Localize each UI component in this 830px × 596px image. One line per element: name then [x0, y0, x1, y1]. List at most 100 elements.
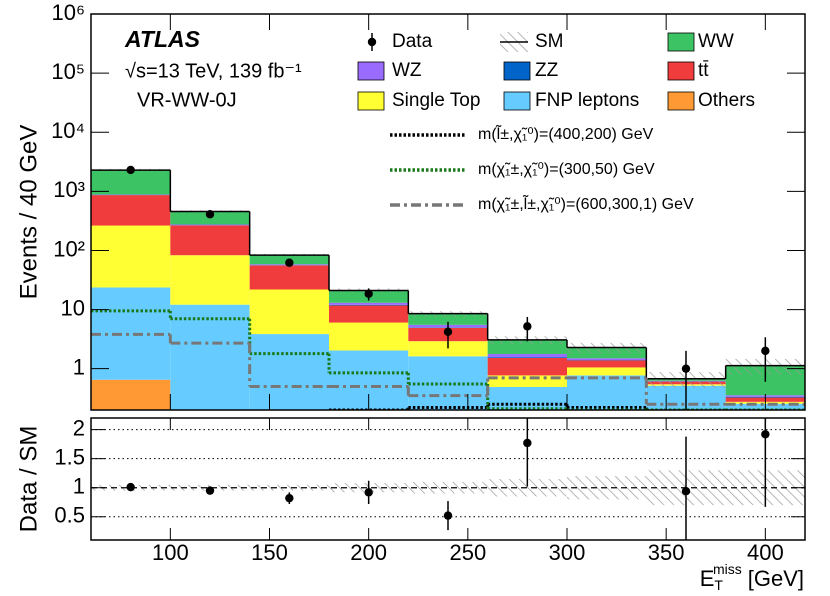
- legend-label: Data: [392, 31, 433, 52]
- legend-label: m(χ̃₁±,l̃±,χ̃₁⁰)=(600,300,1) GeV: [478, 193, 694, 213]
- stack-bar: [567, 375, 647, 410]
- stack-bar: [91, 170, 171, 195]
- stack-bar: [487, 357, 567, 376]
- stack-bar: [567, 358, 647, 361]
- legend-label: tt̄: [698, 60, 709, 81]
- x-label-base: E: [700, 566, 715, 591]
- x-tick-label: 150: [251, 540, 288, 565]
- y-tick-label: 10³: [53, 177, 85, 202]
- stack-bar: [170, 304, 250, 410]
- legend-swatch: [357, 91, 385, 111]
- main-frame: [90, 13, 806, 411]
- ratio-point: [681, 487, 691, 496]
- data-point: [364, 289, 373, 298]
- x-label-rest: [GeV]: [748, 566, 804, 591]
- legend-label: WZ: [392, 60, 422, 81]
- main-plot: [91, 165, 805, 460]
- stack-bar: [170, 224, 250, 226]
- x-tick-label: 250: [449, 540, 486, 565]
- legend-label: SM: [535, 31, 564, 52]
- y-tick-label: 10²: [53, 236, 85, 261]
- legend-swatch: [503, 91, 531, 111]
- stack-bar: [408, 341, 488, 357]
- legend-label: FNP leptons: [535, 90, 639, 111]
- stack-bar: [329, 304, 409, 306]
- y-tick-label: 10⁵: [51, 59, 85, 84]
- legend-label: m(l̃±,χ̃₁⁰)=(400,200) GeV: [478, 123, 654, 143]
- data-point: [523, 322, 532, 331]
- legend-marker: [367, 37, 377, 47]
- legend-swatch: [667, 32, 695, 52]
- ratio-frame: [90, 417, 806, 541]
- stack-bar: [567, 360, 647, 368]
- data-point: [681, 364, 691, 373]
- stack-bar: [487, 354, 567, 358]
- x-tick-label: 350: [648, 540, 685, 565]
- stack-bar: [249, 334, 329, 410]
- ratio-point: [443, 511, 453, 520]
- data-point: [205, 210, 215, 219]
- ratio-point: [285, 493, 294, 503]
- energy-label: √s=13 TeV, 139 fb⁻¹: [125, 60, 302, 82]
- legend-label: ZZ: [535, 60, 559, 81]
- legend-swatch: [503, 61, 531, 81]
- ratio-point: [205, 486, 215, 495]
- data-point: [443, 327, 453, 337]
- stack-bar: [170, 255, 250, 305]
- experiment-label: ATLAS: [124, 26, 201, 52]
- ratio-y-tick-label: 0.5: [54, 503, 85, 528]
- stack-bar: [408, 313, 488, 325]
- stack-bar: [91, 379, 171, 410]
- stack-bar: [329, 459, 408, 460]
- ratio-point: [523, 438, 532, 448]
- region-label: VR-WW-0J: [137, 89, 237, 111]
- stack-bar: [408, 356, 488, 410]
- y-tick-label: 1: [73, 354, 85, 379]
- stack-bar: [249, 265, 329, 290]
- stack-bar: [487, 375, 567, 387]
- y-tick-label: 10⁴: [51, 118, 85, 143]
- ratio-point: [364, 488, 373, 497]
- y-axis-label: Events / 40 GeV: [15, 125, 42, 300]
- stack-bar: [487, 357, 567, 358]
- ratio-uncertainty: [249, 484, 329, 491]
- legend-swatch: [357, 61, 385, 81]
- ratio-uncertainty: [487, 479, 567, 497]
- legend-label: Others: [698, 90, 755, 111]
- stack-bar: [170, 428, 249, 460]
- x-label-sub: T: [714, 577, 723, 593]
- ratio-y-tick-label: 1: [73, 474, 85, 499]
- stack-bar: [91, 195, 171, 226]
- legend-label: WW: [698, 31, 734, 52]
- y-tick-label: 10: [61, 295, 85, 320]
- stack-bar: [91, 225, 171, 288]
- ratio-plot: [91, 418, 805, 540]
- x-tick-label: 400: [747, 540, 784, 565]
- stack-bar: [329, 302, 409, 305]
- x-axis-label: ETmiss [GeV]: [700, 561, 804, 593]
- stack-bar: [170, 225, 250, 256]
- stack-bar: [249, 289, 329, 335]
- legend-swatch: [667, 91, 695, 111]
- x-tick-label: 300: [549, 540, 586, 565]
- legend-label: m(χ̃₁±,χ̃₁⁰)=(300,50) GeV: [478, 161, 655, 178]
- overlay: 0.5 1 1.5 2 1 10 10² 10³ 10⁴ 10⁵ 10⁶ 100 150 200 250 30…: [51, 0, 806, 565]
- stack-bar: [329, 322, 409, 351]
- legend-swatch: [667, 61, 695, 81]
- legend-label: Single Top: [392, 90, 480, 111]
- ratio-y-axis-label: Data / SM: [15, 426, 42, 533]
- y-tick-label: 10⁶: [51, 0, 85, 25]
- ratio-uncertainty: [408, 481, 488, 494]
- x-label-sup: miss: [713, 561, 742, 577]
- stack-bar: [567, 367, 647, 376]
- stack-bar: [250, 446, 329, 460]
- ratio-point: [761, 430, 770, 439]
- x-tick-label: 200: [350, 540, 387, 565]
- ratio-y-tick-label: 1.5: [54, 444, 85, 469]
- x-tick-label: 100: [152, 540, 189, 565]
- ratio-point: [126, 482, 135, 492]
- data-point: [126, 165, 135, 175]
- stack-bar: [329, 305, 409, 323]
- data-point: [761, 346, 770, 356]
